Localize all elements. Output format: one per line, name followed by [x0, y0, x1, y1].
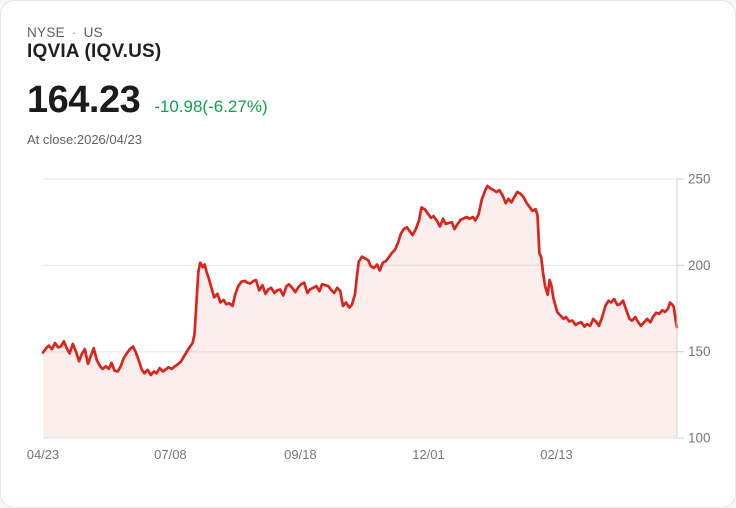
x-axis-label: 12/01 — [412, 447, 445, 462]
price-row: 164.23 -10.98(-6.27%) — [27, 79, 268, 121]
dot-separator: · — [71, 25, 77, 40]
exchange-row: NYSE · US — [27, 25, 103, 40]
price-line — [41, 184, 679, 377]
last-price: 164.23 — [27, 79, 141, 121]
y-axis-label: 150 — [688, 344, 711, 359]
exchange-label: NYSE — [27, 25, 65, 40]
x-axis-label: 04/23 — [27, 447, 60, 462]
y-axis-label: 100 — [688, 431, 711, 446]
price-area-fill — [43, 185, 677, 438]
close-timestamp: At close:2026/04/23 — [27, 132, 142, 147]
y-axis-label: 200 — [688, 258, 711, 273]
region-label: US — [83, 25, 103, 40]
x-axis-label: 07/08 — [154, 447, 187, 462]
x-axis-label: 09/18 — [284, 447, 317, 462]
stock-title: IQVIA (IQV.US) — [27, 41, 162, 62]
x-axis-label: 02/13 — [540, 447, 573, 462]
y-axis-label: 250 — [688, 172, 711, 187]
price-change: -10.98(-6.27%) — [154, 97, 268, 116]
